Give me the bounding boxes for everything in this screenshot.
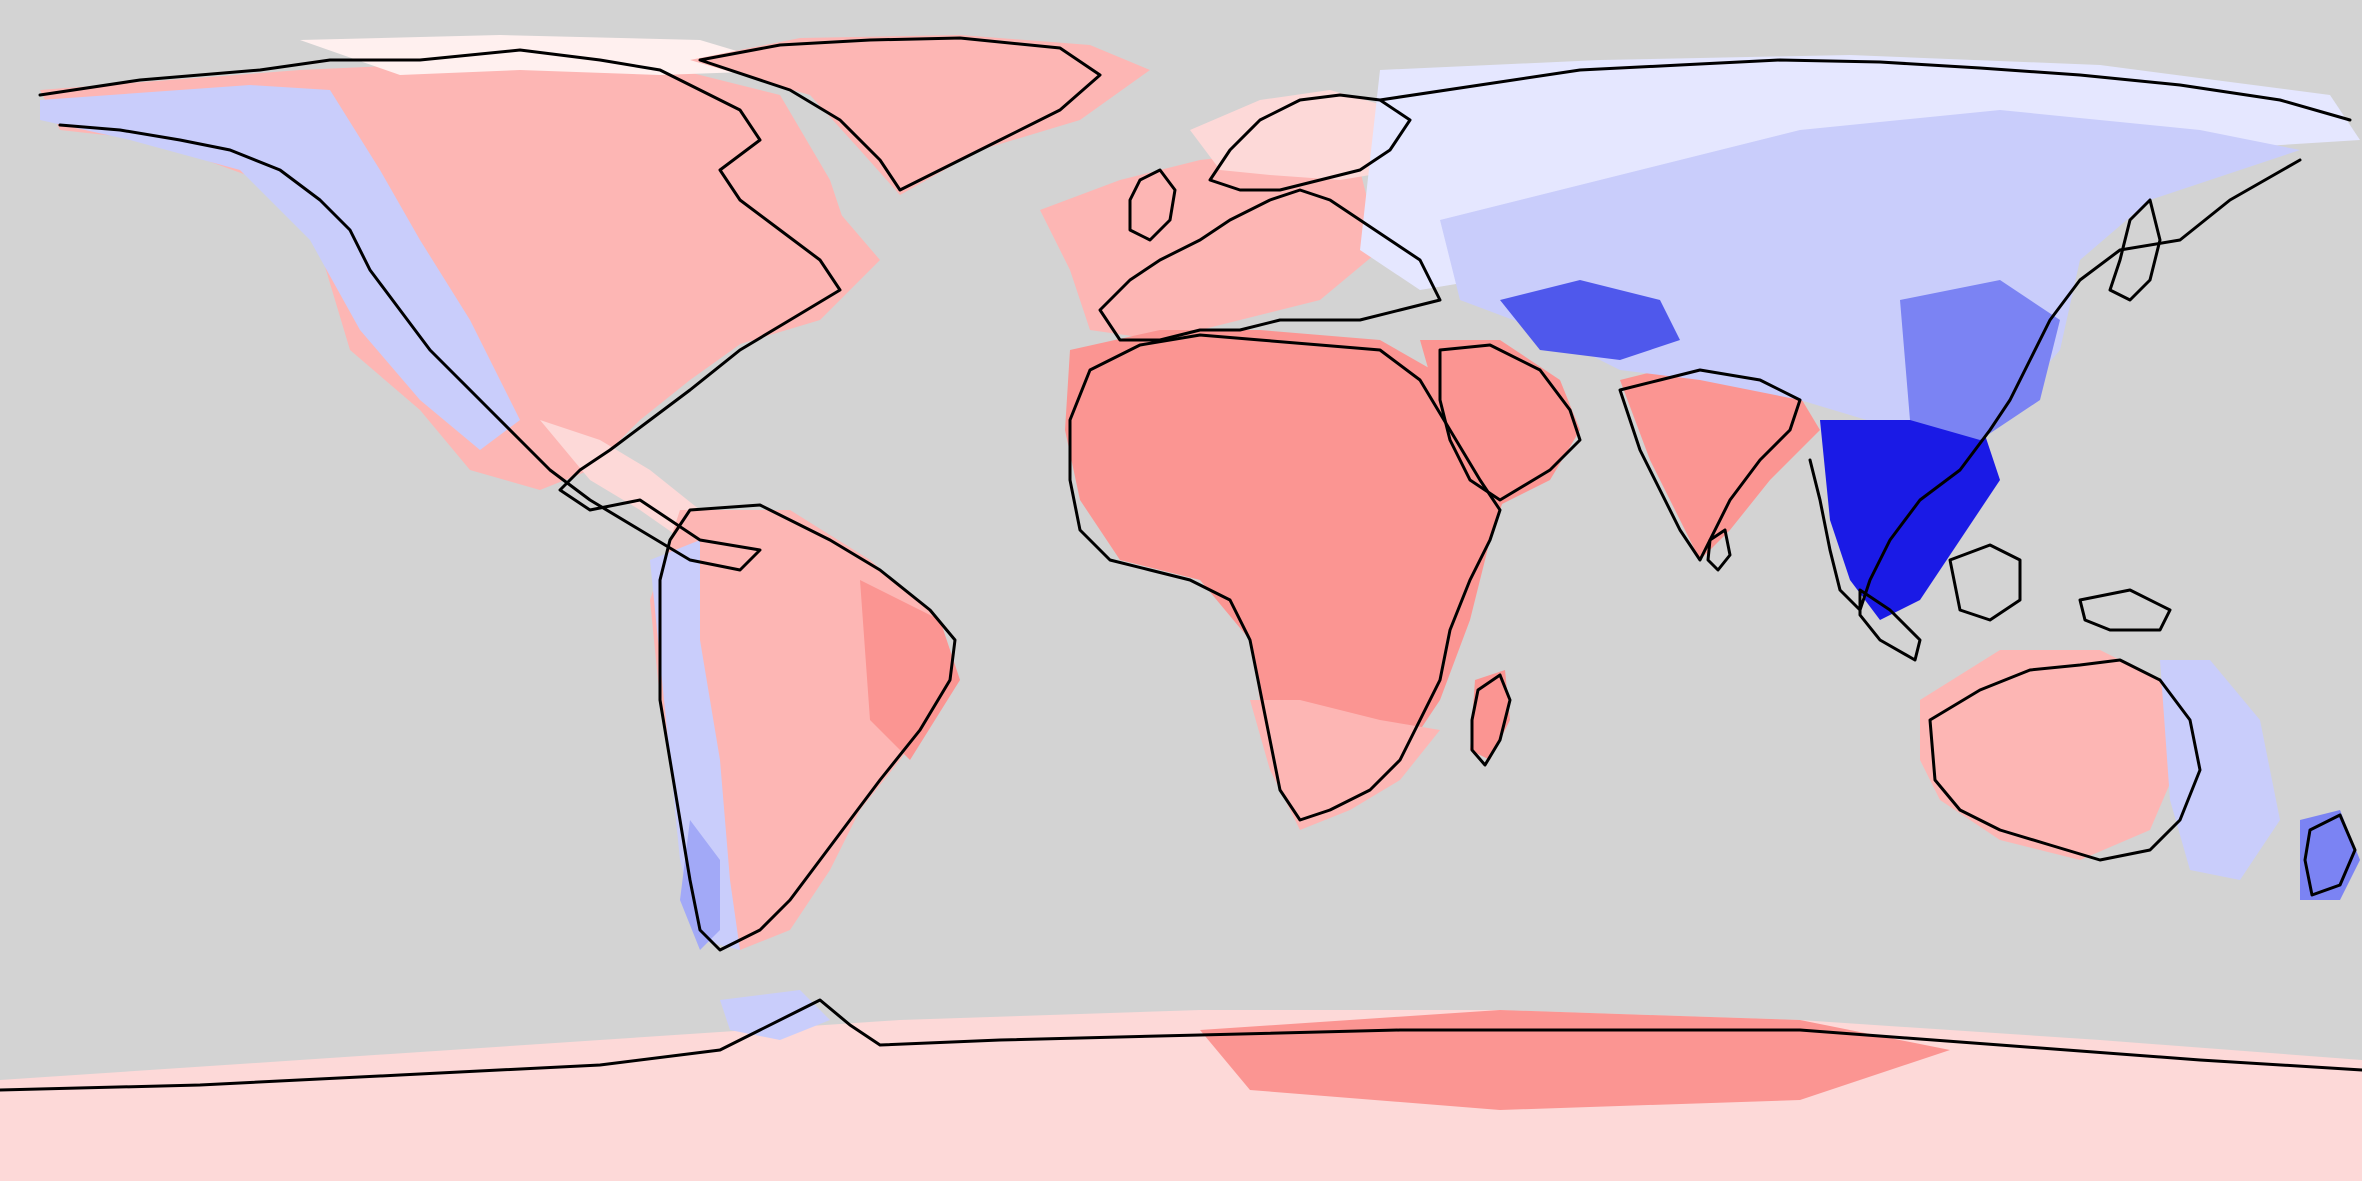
region-north-america-east [560, 150, 880, 430]
region-south-america-east [860, 580, 960, 760]
coastline-greenland [698, 36, 1102, 192]
region-central-asia [1440, 110, 2300, 430]
coastline-borneo [1948, 543, 2022, 622]
coastline-layer [0, 36, 2362, 1092]
region-antarctic-peninsula [720, 990, 830, 1040]
coastline-australia [1928, 658, 2202, 862]
region-tibet [1500, 280, 1680, 360]
coastline-japan [2108, 198, 2162, 302]
region-greenland [690, 35, 1150, 195]
region-east-asia [1900, 280, 2060, 440]
region-southern-africa [1250, 700, 1440, 830]
region-australia-east [2160, 660, 2280, 880]
coastline-sri-lanka [1706, 528, 1732, 572]
coastline-scandinavia [1208, 93, 1412, 192]
region-andes [650, 540, 740, 950]
region-scandinavia [1190, 90, 1400, 180]
region-new-zealand [2300, 810, 2360, 900]
coastline-new-guinea [2078, 588, 2172, 632]
region-patagonia [680, 820, 720, 950]
region-australia [1920, 650, 2180, 860]
region-arabia [1420, 340, 1580, 510]
coastline-antarctica [0, 998, 2362, 1092]
coastline-east-asia [1808, 158, 2302, 612]
region-north-america-west [40, 85, 520, 450]
region-antarctica-east [1200, 1010, 1950, 1110]
coastline-asia-north [1378, 58, 2352, 122]
coastline-britain [1128, 168, 1177, 242]
region-africa [1065, 330, 1520, 820]
coastline-south-america [658, 503, 957, 952]
coastline-africa [1068, 333, 1502, 822]
coastline-madagascar [1470, 673, 1512, 767]
region-southeast-asia [1820, 420, 2000, 620]
region-india [1620, 360, 1820, 560]
coastline-sumatra [1858, 588, 1922, 662]
coastline-europe [1098, 188, 1442, 342]
coastline-arabia [1438, 343, 1582, 502]
coastline-india [1618, 368, 1802, 562]
coastline-north-america [38, 48, 842, 572]
coastline-new-zealand [2303, 813, 2357, 897]
region-europe [1040, 150, 1380, 340]
